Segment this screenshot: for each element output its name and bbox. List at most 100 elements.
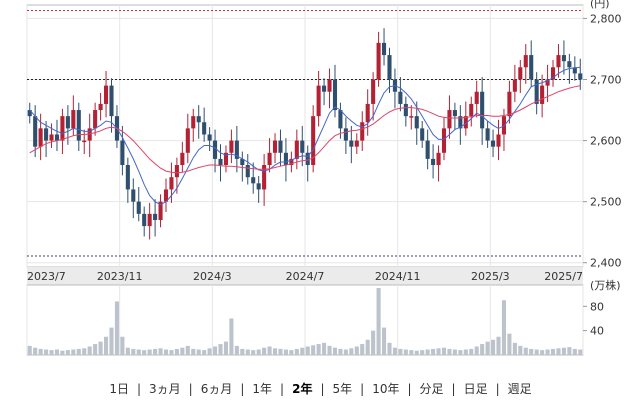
- candle-body: [65, 116, 70, 129]
- volume-bar: [523, 347, 528, 355]
- volume-bar: [142, 350, 147, 355]
- candle-body: [234, 140, 239, 159]
- candle-body: [158, 201, 163, 220]
- price-tick-label: 2,400: [590, 257, 622, 270]
- candle-body: [441, 128, 447, 153]
- volume-bars: [27, 288, 583, 355]
- candle-body: [512, 79, 517, 92]
- period-button[interactable]: 2年: [292, 382, 313, 396]
- period-button[interactable]: 週足: [507, 382, 532, 396]
- volume-tick-label: 40: [590, 325, 604, 338]
- volume-bar: [44, 349, 49, 355]
- period-button[interactable]: 日足: [463, 382, 488, 396]
- volume-bar: [305, 346, 310, 355]
- volume-bar: [131, 348, 136, 355]
- candle-body: [561, 55, 566, 62]
- candle-body: [327, 79, 332, 92]
- volume-bar: [518, 345, 523, 355]
- candle-body: [44, 128, 49, 141]
- volume-bar: [98, 341, 103, 355]
- volume-bar: [545, 349, 550, 355]
- candle-body: [174, 165, 179, 178]
- volume-bar: [398, 348, 403, 355]
- date-tick-label: 2024/7: [286, 270, 325, 283]
- candle-body: [447, 110, 452, 129]
- volume-bar: [262, 347, 267, 355]
- period-separator: |: [188, 382, 193, 396]
- volume-bar: [327, 345, 332, 355]
- candle-body: [550, 67, 556, 80]
- volume-bar: [93, 344, 98, 355]
- volume-bar: [191, 348, 196, 355]
- candle-body: [496, 134, 501, 147]
- candle-body: [272, 140, 278, 153]
- volume-bar: [185, 345, 190, 355]
- volume-bar: [60, 350, 65, 355]
- volume-bar: [436, 348, 441, 355]
- candle-body: [93, 110, 98, 129]
- period-separator: |: [320, 382, 325, 396]
- candle-body: [267, 152, 272, 166]
- period-separator: |: [240, 382, 245, 396]
- volume-bar: [196, 349, 201, 355]
- candle-body: [540, 85, 545, 104]
- volume-bar: [27, 345, 32, 355]
- volume-bar: [311, 345, 316, 355]
- volume-bar: [414, 350, 419, 355]
- candle-body: [414, 116, 419, 129]
- period-selector: 1日 | 3ヵ月 | 6ヵ月 | 1年 | 2年 | 5年 | 10年 | 分足 | 日足 | 週足: [0, 380, 641, 402]
- volume-bar: [425, 349, 430, 355]
- volume-bar: [431, 348, 436, 355]
- candle-body: [523, 55, 528, 68]
- candle-body: [491, 140, 496, 147]
- volume-bar: [376, 288, 381, 355]
- volume-bar: [512, 342, 517, 355]
- price-axis-cap: (円): [590, 0, 610, 10]
- period-button[interactable]: 5年: [332, 382, 353, 396]
- period-button[interactable]: 6ヵ月: [200, 382, 233, 396]
- volume-bar: [153, 348, 158, 355]
- candle-body: [131, 189, 136, 202]
- candle-body: [343, 128, 348, 141]
- candle-body: [371, 79, 376, 104]
- candle-body: [485, 128, 490, 141]
- volume-bar: [76, 348, 81, 355]
- volume-bar: [338, 348, 343, 355]
- volume-tick-label: 80: [590, 300, 604, 313]
- candle-body: [311, 116, 316, 166]
- candle-body: [278, 140, 283, 153]
- price-tick-label: 2,800: [590, 12, 622, 25]
- candle-body: [431, 158, 436, 166]
- candle-body: [207, 134, 212, 141]
- candle-body: [33, 116, 38, 147]
- volume-bar: [365, 339, 370, 355]
- volume-bar: [245, 349, 250, 355]
- volume-bar: [234, 345, 239, 355]
- date-tick-label: 2023/11: [97, 270, 143, 283]
- volume-bar: [556, 348, 561, 355]
- volume-bar: [458, 350, 463, 355]
- candle-body: [332, 79, 338, 111]
- volume-bar: [349, 348, 354, 355]
- candle-body: [360, 122, 365, 141]
- period-button[interactable]: 分足: [419, 382, 444, 396]
- volume-unit-label: (万株): [590, 278, 621, 292]
- candle-body: [142, 213, 147, 227]
- volume-bar: [480, 344, 485, 355]
- candle-body: [125, 165, 130, 190]
- volume-bar: [207, 348, 212, 355]
- volume-bar: [109, 327, 114, 355]
- period-button[interactable]: 1年: [252, 382, 273, 396]
- period-button[interactable]: 3ヵ月: [149, 382, 181, 396]
- candle-body: [381, 42, 387, 56]
- volume-bar: [114, 301, 119, 355]
- volume-bar: [218, 344, 223, 355]
- period-button[interactable]: 1日: [109, 382, 129, 396]
- volume-bar: [496, 336, 501, 355]
- price-tick-label: 2,500: [590, 196, 622, 209]
- candle-body: [38, 128, 43, 147]
- candle-body: [71, 110, 76, 129]
- volume-bar: [322, 342, 327, 355]
- period-button[interactable]: 10年: [372, 382, 400, 396]
- price-tick-label: 2,600: [590, 135, 622, 148]
